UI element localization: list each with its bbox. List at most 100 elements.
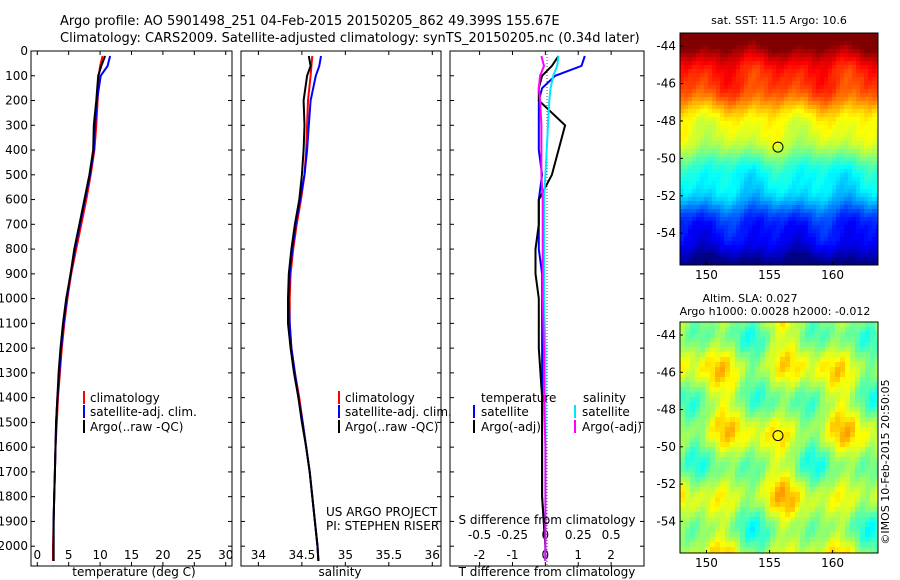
heatmap-cell xyxy=(740,61,745,66)
heatmap-cell xyxy=(780,377,786,383)
heatmap-cell xyxy=(850,472,856,478)
heatmap-cell xyxy=(724,241,729,246)
heatmap-cell xyxy=(776,177,781,182)
heatmap-cell xyxy=(735,422,741,428)
heatmap-cell xyxy=(740,237,745,242)
heatmap-cell xyxy=(696,145,701,150)
heatmap-cell xyxy=(870,332,876,338)
heatmap-cell xyxy=(796,161,801,166)
heatmap-cell xyxy=(740,422,746,428)
heatmap-cell xyxy=(716,77,721,82)
heatmap-cell xyxy=(828,69,833,74)
heatmap-cell xyxy=(780,367,786,373)
heatmap-cell xyxy=(830,367,836,373)
heatmap-cell xyxy=(680,422,686,428)
heatmap-cell xyxy=(680,342,686,348)
heatmap-cell xyxy=(756,109,761,114)
heatmap-cell xyxy=(832,97,837,102)
heatmap-cell xyxy=(715,527,721,533)
heatmap-cell xyxy=(808,253,813,258)
heatmap-cell xyxy=(824,89,829,94)
heatmap-cell xyxy=(710,327,716,333)
heatmap-cell xyxy=(776,241,781,246)
heatmap-cell xyxy=(685,457,691,463)
heatmap-cell xyxy=(775,332,781,338)
heatmap-cell xyxy=(696,93,701,98)
heatmap-cell xyxy=(696,209,701,214)
heatmap-cell xyxy=(736,217,741,222)
heatmap-cell xyxy=(796,125,801,130)
heatmap-cell xyxy=(712,117,717,122)
heatmap-cell xyxy=(816,165,821,170)
heatmap-cell xyxy=(850,432,856,438)
heatmap-cell xyxy=(710,432,716,438)
heatmap-cell xyxy=(824,241,829,246)
heatmap-cell xyxy=(745,462,751,468)
heatmap-cell xyxy=(868,77,873,82)
heatmap-cell xyxy=(840,397,846,403)
heatmap-cell xyxy=(870,437,876,443)
heatmap-cell xyxy=(720,85,725,90)
heatmap-cell xyxy=(688,101,693,106)
heatmap-cell xyxy=(830,492,836,498)
heatmap-cell xyxy=(860,49,865,54)
heatmap-cell xyxy=(820,113,825,118)
heatmap-cell xyxy=(775,502,781,508)
heatmap-cell xyxy=(728,117,733,122)
heatmap-cell xyxy=(732,85,737,90)
heatmap-cell xyxy=(770,442,776,448)
heatmap-cell xyxy=(700,332,706,338)
heatmap-cell xyxy=(804,65,809,70)
heatmap-cell xyxy=(684,133,689,138)
heatmap-cell xyxy=(832,73,837,78)
heatmap-cell xyxy=(816,193,821,198)
heatmap-cell xyxy=(840,229,845,234)
heatmap-cell xyxy=(760,33,765,38)
heatmap-cell xyxy=(832,241,837,246)
heatmap-cell xyxy=(756,129,761,134)
heatmap-cell xyxy=(800,527,806,533)
heatmap-cell xyxy=(820,477,826,483)
heatmap-cell xyxy=(764,57,769,62)
heatmap-cell xyxy=(765,527,771,533)
heatmap-cell xyxy=(856,125,861,130)
heatmap-cell xyxy=(712,53,717,58)
heatmap-cell xyxy=(820,153,825,158)
heatmap-cell xyxy=(824,189,829,194)
heatmap-cell xyxy=(876,101,878,106)
heatmap-cell xyxy=(820,245,825,250)
heatmap-cell xyxy=(760,412,766,418)
heatmap-cell xyxy=(860,457,866,463)
heatmap-cell xyxy=(845,407,851,413)
heatmap-cell xyxy=(688,49,693,54)
heatmap-cell xyxy=(852,37,857,42)
heatmap-cell xyxy=(836,77,841,82)
heatmap-cell xyxy=(864,129,869,134)
heatmap-cell xyxy=(792,149,797,154)
heatmap-cell xyxy=(785,397,791,403)
heatmap-cell xyxy=(790,372,796,378)
heatmap-cell xyxy=(715,407,721,413)
heatmap-cell xyxy=(825,447,831,453)
heatmap-cell xyxy=(696,61,701,66)
heatmap-cell xyxy=(856,201,861,206)
heatmap-cell xyxy=(695,407,701,413)
heatmap-cell xyxy=(796,113,801,118)
heatmap-cell xyxy=(860,69,865,74)
heatmap-cell xyxy=(716,169,721,174)
heatmap-cell xyxy=(795,347,801,353)
heatmap-cell xyxy=(820,357,826,363)
heatmap-cell xyxy=(735,377,741,383)
heatmap-cell xyxy=(812,177,817,182)
heatmap-cell xyxy=(735,542,741,548)
heatmap-cell xyxy=(824,113,829,118)
heatmap-cell xyxy=(790,382,796,388)
heatmap-cell xyxy=(716,61,721,66)
heatmap-cell xyxy=(805,427,811,433)
heatmap-cell xyxy=(810,537,816,543)
heatmap-cell xyxy=(792,181,797,186)
heatmap-cell xyxy=(804,249,809,254)
heatmap-cell xyxy=(684,221,689,226)
heatmap-cell xyxy=(785,522,791,528)
heatmap-cell xyxy=(875,422,878,428)
